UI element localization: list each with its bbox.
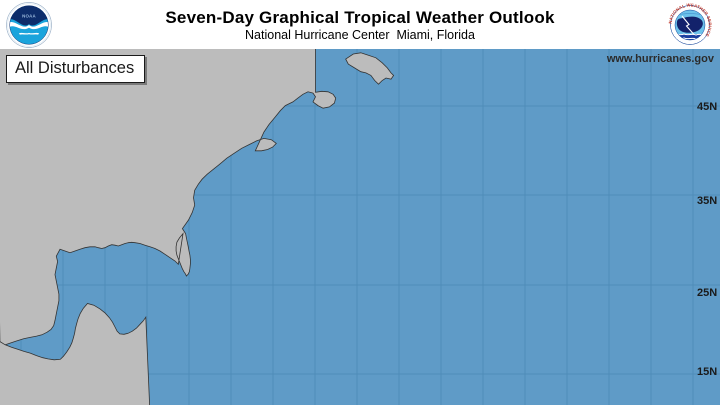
svg-text:45N: 45N: [697, 101, 717, 113]
svg-text:35N: 35N: [697, 195, 717, 207]
svg-text:25N: 25N: [697, 287, 717, 299]
svg-text:15N: 15N: [697, 366, 717, 378]
